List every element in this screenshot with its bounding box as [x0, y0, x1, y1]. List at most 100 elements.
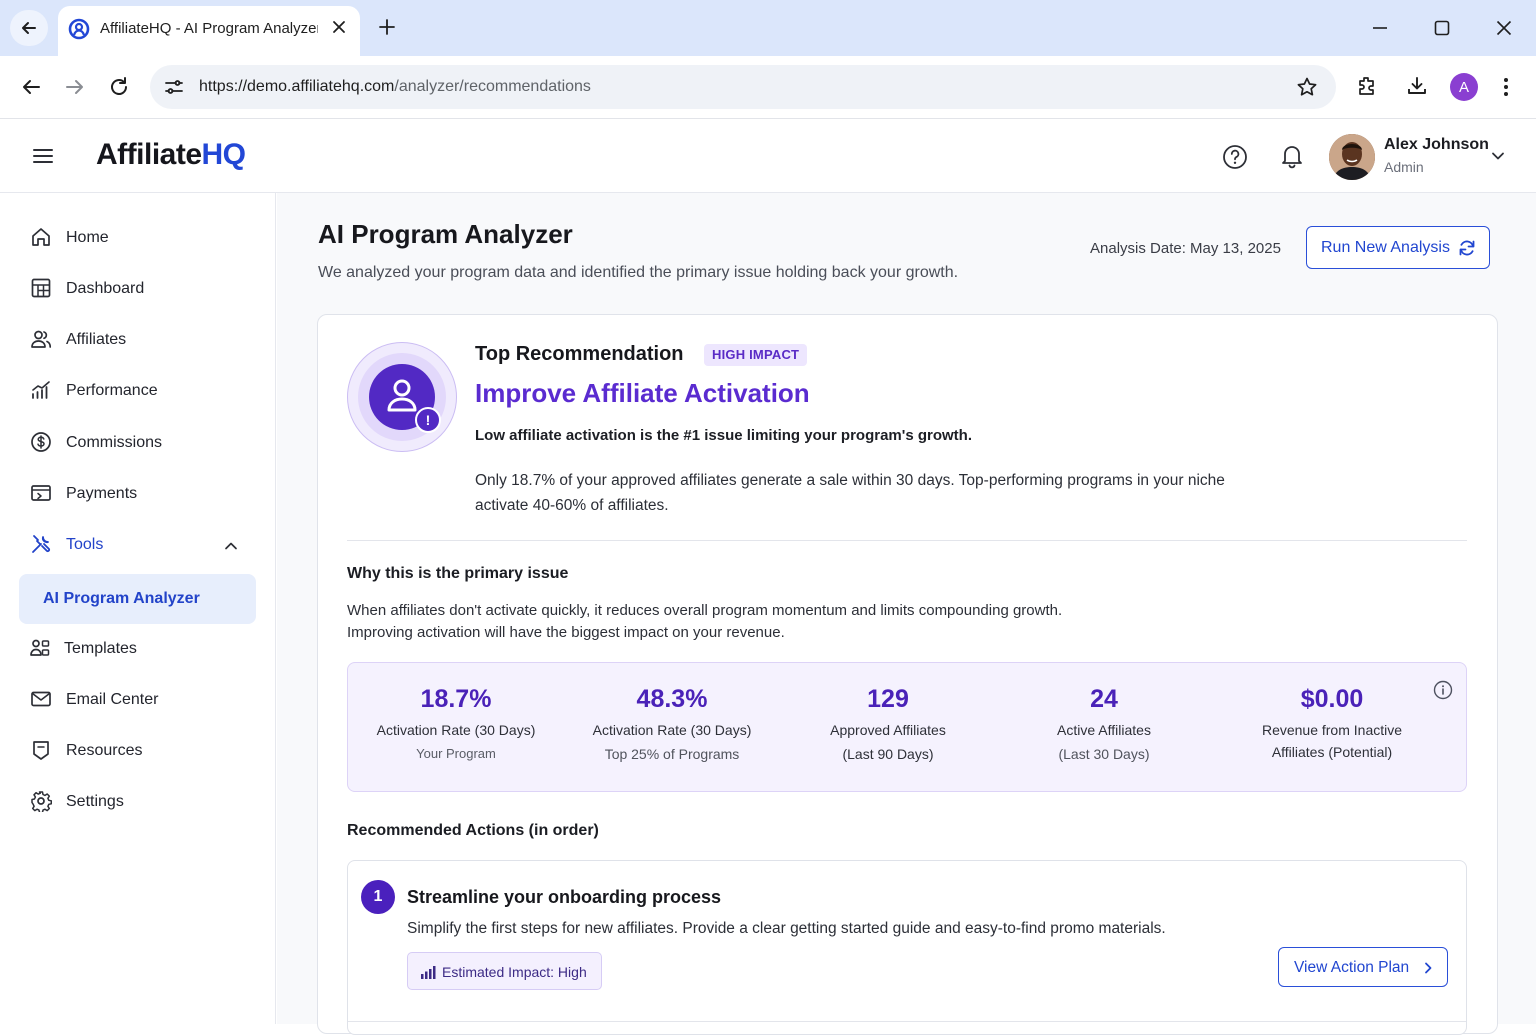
estimated-impact-label: Estimated Impact: High [442, 964, 587, 980]
stat-sublabel: (Last 30 Days) [1058, 746, 1150, 762]
window-close-icon[interactable] [1496, 20, 1512, 36]
sidebar-nav: Home Dashboard Affiliates Performance Co… [0, 193, 276, 1024]
forward-arrow-icon[interactable] [64, 76, 86, 98]
window-minimize-icon[interactable] [1372, 20, 1388, 36]
why-line: When affiliates don't activate quickly, … [347, 602, 1063, 619]
site-settings-icon[interactable] [164, 77, 184, 97]
sidebar-item-home[interactable]: Home [19, 215, 256, 261]
activation-emblem: ! [347, 342, 457, 452]
sidebar-item-label: Tools [66, 536, 104, 553]
browser-tab-bar: AffiliateHQ - AI Program Analyzer [0, 0, 1536, 56]
tab-search-button[interactable] [10, 10, 48, 46]
help-icon[interactable] [1222, 144, 1248, 170]
stat-label: Approved Affiliates [830, 722, 946, 738]
sidebar-item-label: Email Center [66, 691, 159, 708]
sidebar-item-affiliates[interactable]: Affiliates [19, 317, 256, 363]
divider [347, 540, 1467, 541]
download-icon[interactable] [1406, 75, 1428, 97]
payments-icon [30, 482, 52, 504]
why-paragraph: When affiliates don't activate quickly, … [347, 600, 1247, 644]
divider [348, 1021, 1466, 1022]
run-new-analysis-button[interactable]: Run New Analysis [1306, 226, 1490, 269]
stat-activation-rate-top: 48.3% Activation Rate (30 Days) Top 25% … [564, 683, 780, 763]
why-line: Improving activation will have the bigge… [347, 624, 785, 641]
back-arrow-icon[interactable] [20, 76, 42, 98]
stat-label: Activation Rate (30 Days) [592, 722, 752, 738]
stat-approved-affiliates: 129 Approved Affiliates (Last 90 Days) [780, 683, 996, 763]
users-icon [30, 328, 52, 350]
templates-icon [29, 637, 51, 659]
browser-toolbar: https://demo.affiliatehq.com/analyzer/re… [0, 56, 1536, 119]
sidebar-item-label: Commissions [66, 434, 163, 451]
tools-icon [30, 533, 52, 555]
stat-value: 48.3% [636, 685, 708, 713]
resources-icon [30, 739, 52, 761]
home-icon [30, 226, 52, 248]
sidebar-item-email-center[interactable]: Email Center [19, 677, 256, 723]
url-path: /analyzer/recommendations [394, 78, 591, 95]
sidebar-item-tools[interactable]: Tools [19, 522, 256, 568]
action-number-badge: 1 [361, 880, 395, 914]
hamburger-menu-icon[interactable] [33, 148, 53, 164]
sidebar-item-resources[interactable]: Resources [19, 728, 256, 774]
sidebar-item-dashboard[interactable]: Dashboard [19, 266, 256, 312]
top-recommendation-heading: Top Recommendation [475, 343, 684, 365]
kebab-menu-icon[interactable] [1498, 76, 1514, 98]
app-header: AffiliateHQ Alex Johnson Admin [0, 120, 1536, 193]
sidebar-item-label: Settings [66, 793, 124, 810]
stats-panel: 18.7% Activation Rate (30 Days) Your Pro… [347, 662, 1467, 792]
page-subtitle: We analyzed your program data and identi… [318, 264, 959, 281]
logo-accent-text: HQ [201, 138, 247, 171]
run-new-analysis-label: Run New Analysis [1321, 239, 1450, 256]
sidebar-item-commissions[interactable]: Commissions [19, 420, 256, 466]
page-title: AI Program Analyzer [318, 219, 573, 249]
recommendation-description: Only 18.7% of your approved affiliates g… [475, 472, 1225, 514]
close-icon[interactable] [331, 19, 347, 35]
sidebar-item-settings[interactable]: Settings [19, 779, 256, 825]
stat-sublabel: (Last 90 Days) [842, 746, 934, 762]
sidebar-item-templates[interactable]: Templates [19, 626, 256, 672]
chevron-down-icon[interactable] [1490, 148, 1506, 164]
user-avatar[interactable] [1329, 134, 1375, 180]
stat-activation-rate-yours: 18.7% Activation Rate (30 Days) Your Pro… [348, 683, 564, 763]
view-action-plan-label: View Action Plan [1294, 959, 1410, 976]
chart-icon [30, 379, 52, 401]
recommendation-summary: Low affiliate activation is the #1 issue… [475, 427, 972, 444]
browser-tab-active[interactable]: AffiliateHQ - AI Program Analyzer [58, 6, 360, 56]
sidebar-item-label: Home [66, 229, 109, 246]
dollar-icon [30, 431, 52, 453]
recommended-actions-heading: Recommended Actions (in order) [347, 822, 599, 839]
notification-bell-icon[interactable] [1280, 143, 1304, 169]
main-content: AI Program Analyzer We analyzed your pro… [277, 193, 1536, 1035]
extensions-icon[interactable] [1356, 75, 1378, 97]
tab-title: AffiliateHQ - AI Program Analyzer [100, 20, 318, 37]
chevron-up-icon[interactable] [223, 538, 239, 554]
stat-value: $0.00 [1300, 685, 1364, 713]
address-bar[interactable]: https://demo.affiliatehq.com/analyzer/re… [150, 65, 1336, 109]
why-heading: Why this is the primary issue [347, 565, 569, 582]
logo-main-text: Affiliate [96, 138, 202, 171]
info-icon[interactable] [1433, 680, 1453, 700]
url-text: https://demo.affiliatehq.com/analyzer/re… [199, 78, 591, 96]
reload-icon[interactable] [108, 76, 130, 98]
sidebar-subitem-label: AI Program Analyzer [43, 590, 200, 607]
stat-sublabel: Top 25% of Programs [604, 746, 740, 762]
app-logo[interactable]: AffiliateHQ [96, 138, 246, 172]
browser-profile-avatar[interactable]: A [1450, 73, 1478, 101]
user-icon [387, 379, 417, 412]
user-role: Admin [1384, 159, 1424, 175]
new-tab-plus-icon[interactable] [378, 18, 396, 36]
sidebar-item-performance[interactable]: Performance [19, 368, 256, 414]
sidebar-item-payments[interactable]: Payments [19, 471, 256, 517]
sidebar-item-label: Resources [66, 742, 143, 759]
sidebar-subitem-ai-program-analyzer[interactable]: AI Program Analyzer [19, 574, 256, 624]
user-name[interactable]: Alex Johnson [1384, 136, 1489, 153]
sidebar-item-label: Dashboard [66, 280, 145, 297]
sidebar-item-label: Performance [66, 382, 158, 399]
affiliatehq-favicon-icon [68, 18, 90, 40]
bookmark-star-icon[interactable] [1296, 76, 1318, 98]
view-action-plan-button[interactable]: View Action Plan [1278, 947, 1448, 987]
window-maximize-icon[interactable] [1434, 20, 1450, 36]
stat-value: 24 [1090, 685, 1118, 713]
bar-chart-icon [420, 964, 436, 980]
